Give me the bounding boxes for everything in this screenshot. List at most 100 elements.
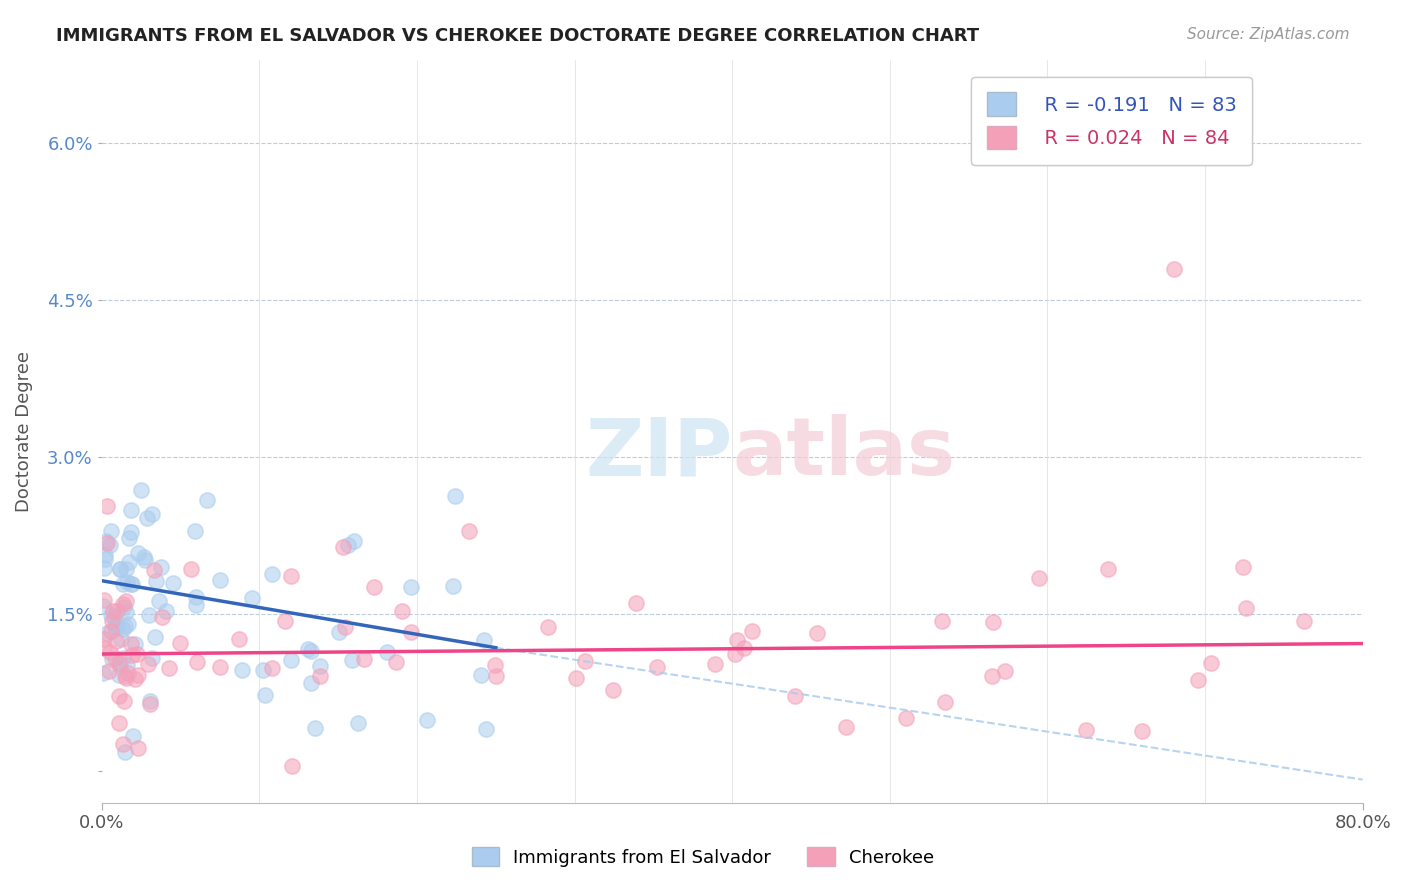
Text: Source: ZipAtlas.com: Source: ZipAtlas.com — [1187, 27, 1350, 42]
Point — [150, 610, 173, 624]
Point — [328, 625, 350, 640]
Point — [252, 664, 274, 678]
Point — [155, 604, 177, 618]
Point — [231, 664, 253, 678]
Point — [725, 633, 748, 648]
Point — [470, 668, 492, 682]
Point — [299, 644, 322, 658]
Point — [274, 614, 297, 628]
Point — [602, 682, 624, 697]
Point — [363, 580, 385, 594]
Point — [96, 625, 118, 640]
Point — [240, 591, 263, 605]
Point — [536, 620, 558, 634]
Point — [127, 668, 149, 682]
Point — [931, 614, 953, 628]
Point — [121, 648, 143, 662]
Point — [336, 538, 359, 552]
Point — [101, 614, 124, 628]
Point — [186, 599, 208, 613]
Point — [118, 531, 141, 545]
Point — [162, 576, 184, 591]
Point — [105, 633, 128, 648]
Point — [343, 534, 366, 549]
Point — [565, 671, 588, 685]
Point — [253, 688, 276, 702]
Point — [139, 697, 162, 711]
Point — [184, 524, 207, 538]
Point — [399, 624, 422, 639]
Point — [333, 619, 356, 633]
Point — [391, 604, 413, 618]
Point — [132, 549, 155, 564]
Point — [115, 594, 138, 608]
Point — [157, 661, 180, 675]
Point — [208, 660, 231, 674]
Point — [1028, 571, 1050, 585]
Legend:   R = -0.191   N = 83,   R = 0.024   N = 84: R = -0.191 N = 83, R = 0.024 N = 84 — [972, 77, 1251, 165]
Point — [94, 548, 117, 562]
Point — [180, 562, 202, 576]
Point — [96, 499, 118, 513]
Point — [120, 577, 142, 591]
Point — [98, 538, 121, 552]
Point — [118, 555, 141, 569]
Point — [141, 651, 163, 665]
Point — [148, 594, 170, 608]
Point — [444, 489, 467, 503]
Point — [131, 483, 153, 497]
Point — [835, 720, 858, 734]
Point — [1187, 673, 1209, 687]
Point — [108, 562, 131, 576]
Point — [475, 723, 498, 737]
Point — [806, 626, 828, 640]
Point — [262, 567, 284, 582]
Point — [117, 574, 139, 589]
Point — [114, 619, 136, 633]
Point — [1232, 560, 1254, 574]
Point — [93, 560, 115, 574]
Point — [186, 591, 208, 605]
Point — [103, 619, 125, 633]
Point — [114, 606, 136, 620]
Point — [136, 657, 159, 671]
Point — [994, 664, 1017, 678]
Point — [108, 561, 131, 575]
Point — [107, 716, 129, 731]
Point — [484, 658, 506, 673]
Point — [262, 661, 284, 675]
Point — [385, 655, 408, 669]
Point — [186, 656, 208, 670]
Point — [100, 644, 122, 658]
Point — [1130, 724, 1153, 739]
Point — [115, 658, 138, 673]
Point — [114, 745, 136, 759]
Point — [121, 576, 143, 591]
Point — [127, 740, 149, 755]
Point — [93, 599, 115, 613]
Point — [228, 632, 250, 646]
Point — [93, 666, 115, 681]
Point — [1097, 562, 1119, 576]
Point — [741, 624, 763, 638]
Point — [309, 669, 332, 683]
Point — [104, 651, 127, 665]
Point — [141, 507, 163, 521]
Point — [574, 654, 596, 668]
Point — [93, 632, 115, 646]
Point — [143, 631, 166, 645]
Point — [441, 579, 464, 593]
Point — [457, 524, 479, 538]
Point — [208, 574, 231, 588]
Point — [112, 597, 135, 611]
Point — [472, 632, 495, 647]
Point — [150, 560, 173, 574]
Point — [332, 540, 354, 554]
Point — [347, 715, 370, 730]
Point — [195, 493, 218, 508]
Point — [94, 533, 117, 548]
Point — [127, 547, 149, 561]
Point — [934, 695, 956, 709]
Point — [624, 596, 647, 610]
Point — [733, 641, 755, 656]
